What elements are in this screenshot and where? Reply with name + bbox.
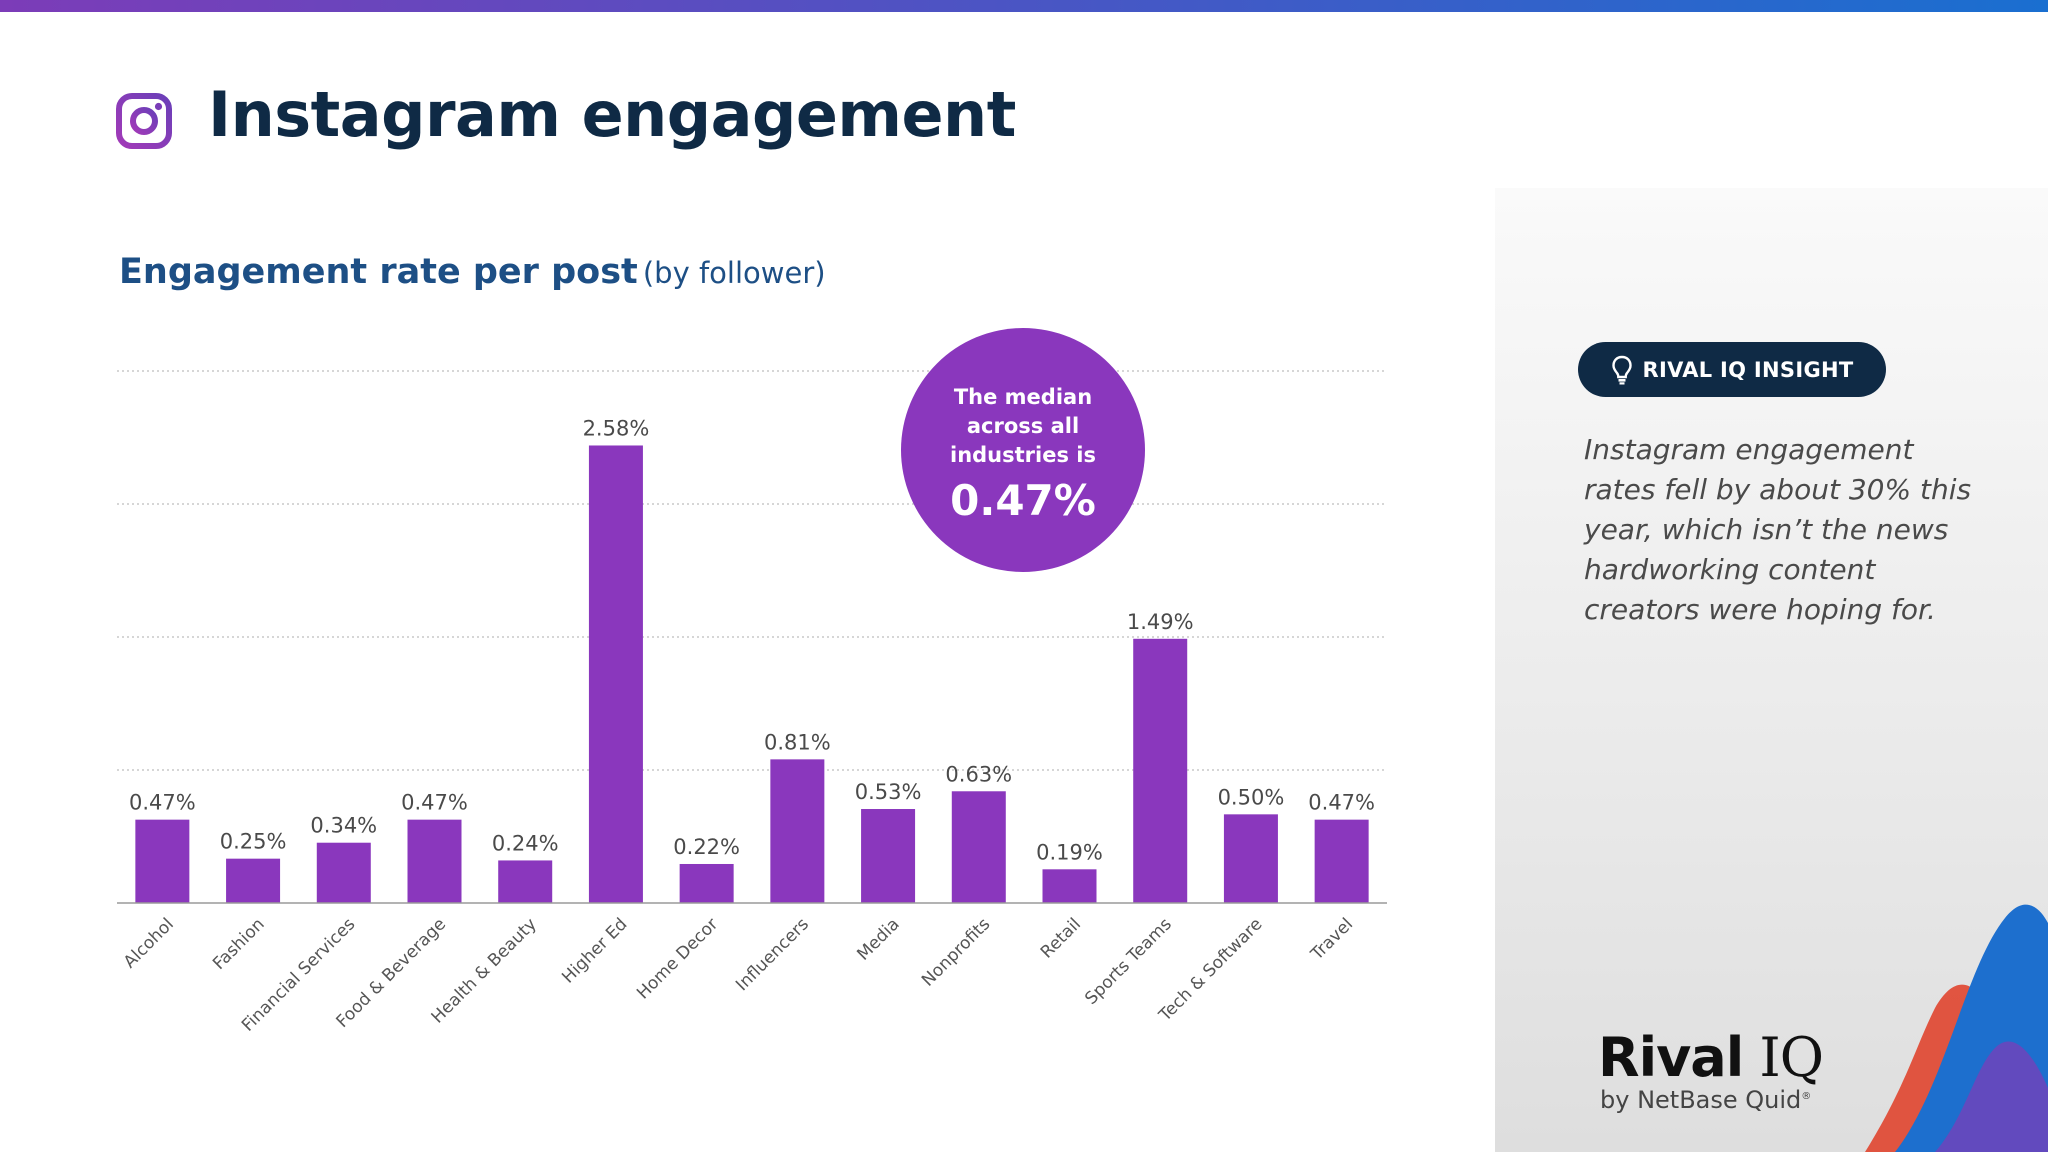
category-label-0: Alcohol [120, 914, 178, 972]
bar-value-label-3: 0.47% [401, 791, 468, 815]
bar-4 [498, 860, 553, 903]
bar-value-label-6: 0.22% [673, 835, 740, 859]
chart-subtitle: Engagement rate per post (by follower) [119, 252, 826, 292]
top-gradient-bar [0, 0, 2048, 12]
bar-value-label-0: 0.47% [129, 791, 196, 815]
bar-value-label-2: 0.34% [310, 814, 377, 838]
category-label-11: Sports Teams [1081, 914, 1176, 1009]
bar-5 [588, 445, 643, 903]
median-text: The median across all industries is [950, 384, 1096, 467]
logo-brand-suffix: IQ [1759, 1026, 1824, 1089]
category-label-9: Nonprofits [918, 914, 994, 990]
category-label-5: Higher Ed [558, 914, 631, 987]
bar-value-label-11: 1.49% [1127, 610, 1194, 634]
bar-1 [226, 858, 281, 903]
bar-0 [135, 819, 190, 903]
rival-iq-logo: Rival IQ by NetBase Quid® [1598, 1030, 1824, 1115]
bar-value-label-10: 0.19% [1036, 840, 1103, 864]
bar-7 [770, 759, 825, 903]
instagram-icon [116, 93, 172, 149]
decorative-waves [1865, 904, 2048, 1152]
bar-9 [951, 791, 1006, 903]
bar-value-label-1: 0.25% [220, 830, 287, 854]
category-label-8: Media [853, 914, 903, 964]
insight-panel: RIVAL IQ INSIGHT Instagram engagement ra… [1495, 188, 2048, 1152]
bar-3 [407, 819, 462, 903]
registered-mark: ® [1801, 1091, 1812, 1102]
bar-13 [1314, 819, 1369, 903]
category-label-10: Retail [1037, 914, 1085, 962]
bar-8 [861, 809, 916, 903]
logo-tagline: by NetBase Quid® [1600, 1086, 1823, 1114]
chart-title-qualifier: (by follower) [642, 256, 826, 290]
bar-10 [1042, 869, 1097, 903]
insight-text: Instagram engagement rates fell by about… [1584, 433, 1972, 626]
bar-6 [679, 863, 734, 903]
bar-value-label-8: 0.53% [855, 780, 922, 804]
bar-2 [316, 842, 371, 903]
bar-value-label-12: 0.50% [1218, 785, 1285, 809]
category-label-7: Influencers [732, 914, 813, 995]
page-title: Instagram engagement [208, 78, 1016, 151]
median-callout: The median across all industries is 0.47… [901, 328, 1145, 572]
insight-label: RIVAL IQ INSIGHT [1642, 357, 1854, 382]
logo-tagline-text: by NetBase Quid [1600, 1086, 1802, 1114]
bar-11 [1133, 638, 1188, 903]
lightbulb-icon [1611, 355, 1632, 384]
insight-badge: RIVAL IQ INSIGHT [1578, 342, 1886, 397]
logo-brand: Rival [1598, 1026, 1744, 1089]
bar-12 [1223, 814, 1278, 903]
category-label-13: Travel [1307, 914, 1358, 965]
category-label-6: Home Decor [633, 914, 722, 1003]
bar-value-label-13: 0.47% [1308, 791, 1375, 815]
category-label-1: Fashion [209, 914, 269, 974]
chart-title: Engagement rate per post [119, 252, 638, 292]
bar-value-label-7: 0.81% [764, 730, 831, 754]
bar-value-label-9: 0.63% [945, 762, 1012, 786]
bar-value-label-5: 2.58% [583, 416, 650, 440]
logo-wordmark: Rival IQ [1598, 1030, 1824, 1086]
median-value: 0.47% [950, 475, 1096, 525]
bar-value-label-4: 0.24% [492, 831, 559, 855]
